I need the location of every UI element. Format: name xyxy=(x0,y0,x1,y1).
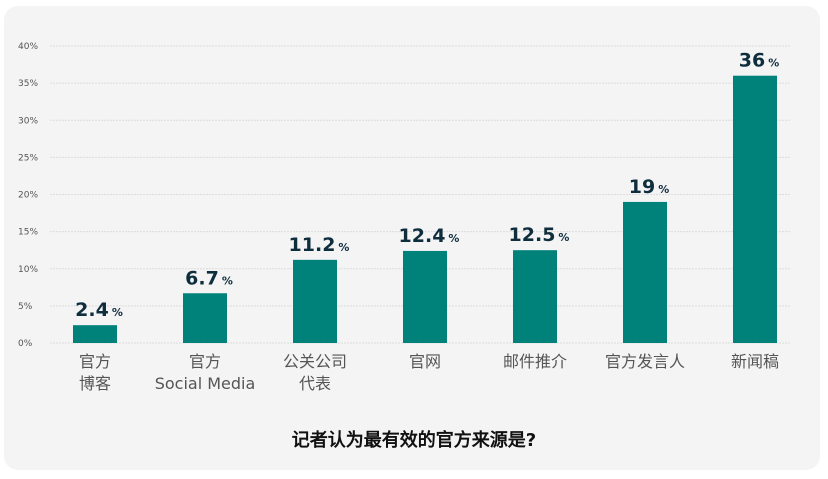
bar xyxy=(623,201,667,343)
category-label: 官方 xyxy=(189,352,221,371)
bar xyxy=(293,259,337,343)
category-label: 官方发言人 xyxy=(605,352,685,371)
chart-title: 记者认为最有效的官方来源是? xyxy=(291,430,537,451)
y-tick-label: 5% xyxy=(18,302,33,312)
data-label-unit: % xyxy=(112,306,123,319)
y-tick-label: 25% xyxy=(18,153,38,163)
y-tick-label: 20% xyxy=(18,191,38,201)
y-tick-label: 35% xyxy=(18,79,38,89)
data-label-unit: % xyxy=(338,241,349,254)
data-label: 19% xyxy=(629,176,669,198)
category-label: 官网 xyxy=(409,352,441,371)
bar xyxy=(403,250,447,343)
data-label: 12.5% xyxy=(509,224,570,246)
data-label: 36% xyxy=(739,50,779,72)
data-label: 6.7% xyxy=(185,267,233,289)
y-tick-label: 15% xyxy=(18,228,38,238)
category-label: 新闻稿 xyxy=(731,352,779,371)
category-label: 公关公司 xyxy=(283,352,347,371)
category-label: 官方 xyxy=(79,352,111,371)
category-label: 博客 xyxy=(79,374,111,393)
bar xyxy=(733,75,777,343)
data-label-unit: % xyxy=(658,183,669,196)
bar xyxy=(513,250,557,343)
data-label: 11.2% xyxy=(289,234,350,256)
y-tick-label: 30% xyxy=(18,116,38,126)
bar xyxy=(183,293,227,343)
data-label-unit: % xyxy=(558,231,569,244)
category-label: 邮件推介 xyxy=(503,352,567,371)
y-tick-label: 0% xyxy=(18,339,33,349)
y-tick-label: 10% xyxy=(18,265,38,275)
category-label: 代表 xyxy=(299,374,331,393)
data-label-unit: % xyxy=(768,57,779,70)
bar xyxy=(73,325,117,343)
data-label-unit: % xyxy=(222,274,233,287)
category-label: Social Media xyxy=(155,374,256,393)
data-label: 2.4% xyxy=(75,299,123,321)
y-tick-label: 40% xyxy=(18,42,38,52)
data-label: 12.4% xyxy=(399,225,460,247)
data-label-unit: % xyxy=(448,232,459,245)
